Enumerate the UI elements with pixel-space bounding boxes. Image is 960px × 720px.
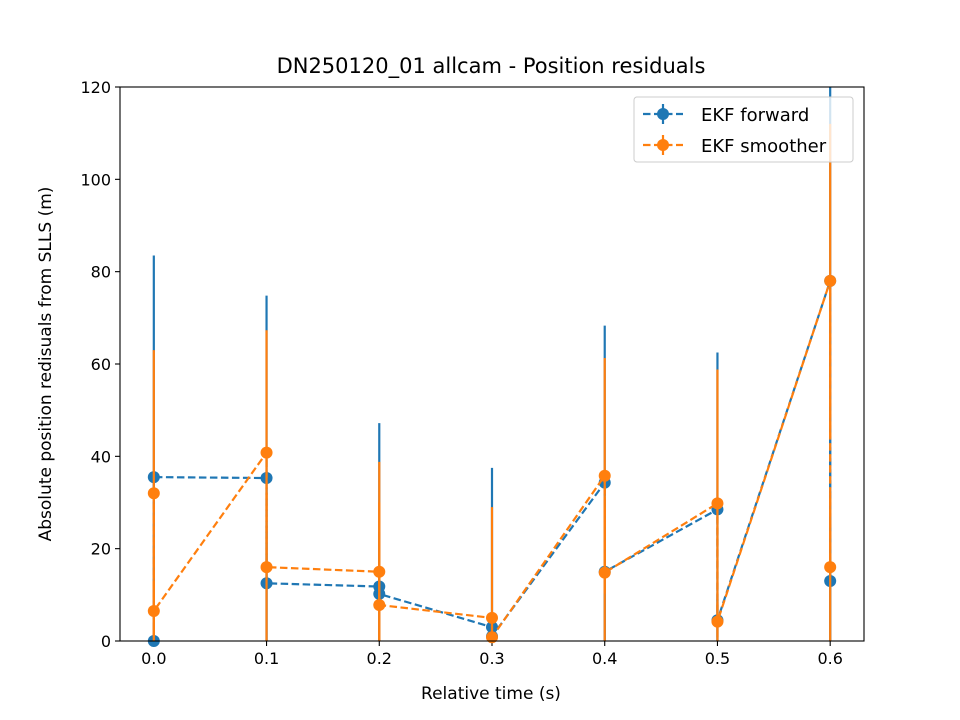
plot-area xyxy=(147,87,837,647)
plot-frame xyxy=(119,86,865,642)
data-point xyxy=(598,469,611,482)
data-point xyxy=(598,566,611,579)
y-axis-label: Absolute position redisuals from SLLS (m… xyxy=(36,187,56,542)
data-point xyxy=(147,604,160,617)
legend-label: EKF forward xyxy=(701,105,809,126)
y-tick-label: 80 xyxy=(91,263,111,282)
x-axis-ticks: 0.0 0.1 0.2 0.3 0.4 0.5 0.6 xyxy=(141,641,843,668)
legend-box xyxy=(633,96,854,163)
y-tick-label: 20 xyxy=(91,540,111,559)
legend: EKF forward EKF smoother xyxy=(633,96,854,163)
data-point xyxy=(824,561,837,574)
data-point xyxy=(373,598,386,611)
series-layer xyxy=(147,87,837,647)
legend-label: EKF smoother xyxy=(701,136,827,157)
data-point xyxy=(711,615,724,628)
x-tick-label: 0.3 xyxy=(479,649,504,668)
legend-marker xyxy=(657,139,669,151)
y-tick-label: 40 xyxy=(91,447,111,466)
y-tick-label: 0 xyxy=(101,632,111,651)
chart-title: DN250120_01 allcam - Position residuals xyxy=(277,54,706,79)
data-point xyxy=(486,631,498,644)
x-tick-label: 0.6 xyxy=(817,649,842,668)
y-tick-label: 120 xyxy=(80,78,111,97)
series-1 xyxy=(147,123,837,644)
y-tick-label: 100 xyxy=(80,170,111,189)
data-point xyxy=(711,497,724,510)
x-tick-label: 0.0 xyxy=(141,649,166,668)
legend-marker xyxy=(657,108,669,120)
data-point xyxy=(824,274,837,287)
y-tick-label: 60 xyxy=(91,355,111,374)
x-tick-label: 0.5 xyxy=(705,649,730,668)
x-tick-label: 0.4 xyxy=(592,649,617,668)
x-tick-label: 0.1 xyxy=(254,649,279,668)
x-axis-label: Relative time (s) xyxy=(421,684,561,704)
x-tick-label: 0.2 xyxy=(367,649,392,668)
data-point xyxy=(373,565,386,578)
data-point xyxy=(260,561,273,574)
data-point xyxy=(260,446,273,459)
data-point xyxy=(147,487,160,500)
data-point xyxy=(486,611,498,624)
y-axis-ticks: 0 20 40 60 80 100 120 xyxy=(80,78,120,651)
